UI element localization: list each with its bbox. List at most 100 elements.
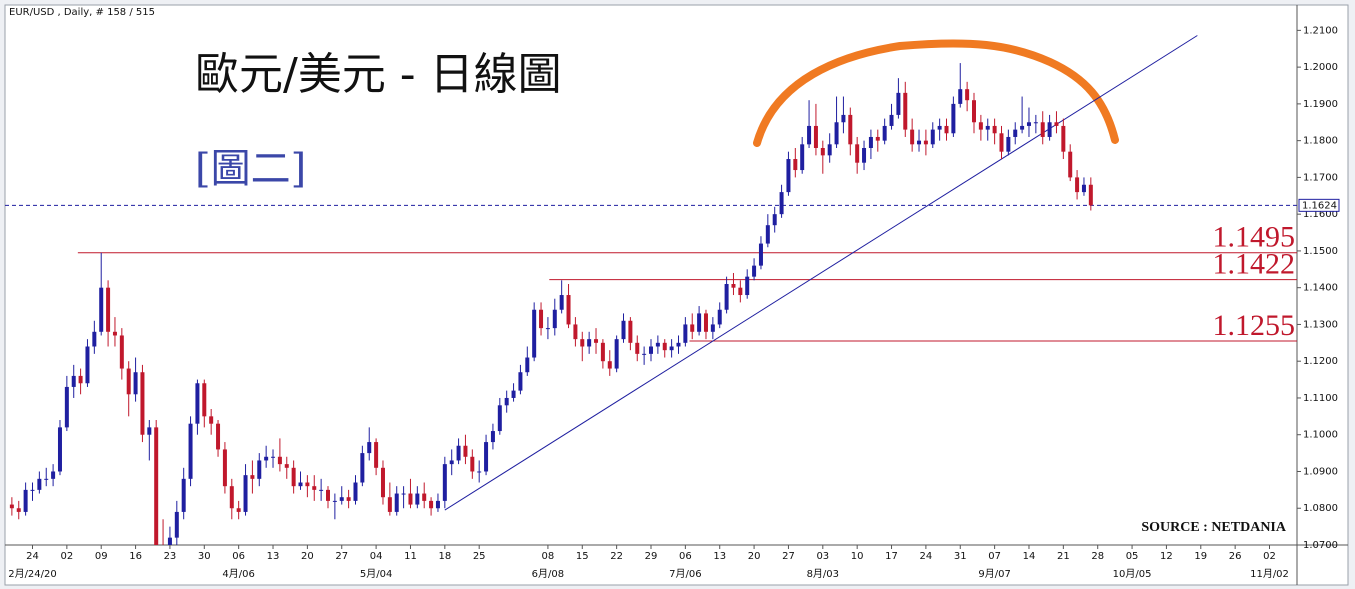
candle-body — [889, 114, 894, 126]
candle-body — [264, 456, 269, 461]
candle-body — [181, 478, 186, 512]
x-tick-label-month: 11月/02 — [1250, 568, 1289, 580]
candle-body — [834, 122, 839, 145]
candle-body — [525, 357, 530, 373]
candle-body — [917, 140, 922, 145]
candle-body — [752, 265, 757, 277]
candle-body — [985, 125, 990, 130]
candle-body — [683, 324, 688, 343]
x-tick-label: 20 — [748, 551, 761, 562]
y-tick-label: 1.1900 — [1303, 99, 1338, 110]
candle-body — [903, 92, 908, 130]
candle-body — [779, 192, 784, 215]
candle-body — [408, 493, 413, 505]
candle-body — [167, 537, 172, 545]
candle-body — [758, 243, 763, 266]
candle-body — [594, 339, 599, 343]
y-tick-label: 1.1100 — [1303, 393, 1338, 404]
candle-body — [250, 475, 255, 479]
candle-body — [271, 456, 276, 458]
x-tick-label: 13 — [713, 551, 726, 562]
candle-body — [628, 320, 633, 343]
candle-body — [566, 295, 571, 325]
candle-body — [958, 89, 963, 104]
x-tick-label: 22 — [610, 551, 623, 562]
x-tick-label: 21 — [1057, 551, 1070, 562]
candle-body — [326, 489, 330, 501]
candle-body — [353, 482, 358, 501]
candle-body — [188, 423, 193, 479]
x-tick-label: 14 — [1023, 551, 1036, 562]
candle-body — [435, 500, 440, 509]
candle-body — [545, 328, 550, 330]
candle-body — [484, 442, 489, 472]
candle-body — [1006, 136, 1011, 152]
x-tick-label: 26 — [1229, 551, 1242, 562]
candle-body — [738, 287, 743, 296]
candle-body — [360, 453, 365, 483]
x-tick-label: 23 — [164, 551, 177, 562]
x-tick-label: 24 — [26, 551, 39, 562]
candle-body — [848, 114, 853, 145]
x-tick-label: 12 — [1160, 551, 1173, 562]
candle-body — [607, 361, 612, 369]
candle-body — [44, 478, 49, 480]
candle-body — [1075, 177, 1080, 193]
candle-body — [92, 331, 97, 347]
level-label: 1.1495 — [1213, 221, 1296, 254]
x-tick-label: 11 — [404, 551, 417, 562]
candle-body — [882, 125, 887, 141]
x-tick-label-month: 2月/24/20 — [8, 568, 57, 580]
x-tick-label: 19 — [1194, 551, 1207, 562]
x-tick-label: 06 — [679, 551, 692, 562]
y-tick-label: 1.0800 — [1303, 503, 1338, 514]
candle-body — [930, 129, 935, 145]
candle-body — [284, 464, 289, 468]
candle-body — [1068, 151, 1073, 178]
candle-body — [229, 486, 234, 509]
candle-body — [442, 464, 447, 501]
header: EUR/USD , Daily, # 158 / 515 — [9, 7, 155, 18]
candle-body — [807, 125, 812, 145]
candle-body — [57, 427, 62, 472]
y-tick-label: 1.1200 — [1303, 356, 1338, 367]
candle-body — [477, 471, 482, 473]
candle-body — [415, 493, 420, 505]
candle-body — [380, 467, 385, 498]
y-tick-label: 1.1700 — [1303, 172, 1338, 183]
x-tick-label: 07 — [988, 551, 1001, 562]
y-tick-label: 1.1000 — [1303, 430, 1338, 441]
candle-body — [1040, 122, 1045, 137]
candle-body — [580, 339, 585, 347]
candle-body — [896, 92, 901, 115]
candle-body — [539, 309, 544, 329]
x-tick-label-month: 5月/04 — [360, 568, 392, 580]
candle-body — [800, 144, 805, 171]
dome-annotation — [753, 39, 1119, 147]
x-tick-label: 08 — [542, 551, 555, 562]
candle-body — [277, 456, 282, 465]
candle-body — [937, 125, 942, 130]
candle-body — [339, 497, 344, 501]
candle-body — [786, 159, 791, 193]
x-tick-label: 03 — [816, 551, 829, 562]
candle-body — [387, 497, 392, 512]
candle-body — [243, 475, 248, 512]
candle-body — [312, 486, 317, 490]
y-tick-label: 1.1500 — [1303, 246, 1338, 257]
candle-body — [422, 493, 427, 501]
candle-body — [862, 147, 867, 163]
candle-body — [855, 144, 860, 163]
source: SOURCE : NETDANIA — [1141, 520, 1287, 535]
candle-body — [703, 313, 708, 332]
candle-body — [992, 125, 997, 134]
candle-body — [841, 114, 846, 123]
candle-body — [30, 489, 35, 491]
candle-body — [140, 372, 145, 435]
x-tick-label-month: 9月/07 — [978, 568, 1010, 580]
x-tick-label-month: 10月/05 — [1113, 568, 1152, 580]
subtitle: [圖二] — [195, 146, 306, 192]
candle-body — [126, 368, 131, 395]
candle-body — [195, 383, 200, 424]
